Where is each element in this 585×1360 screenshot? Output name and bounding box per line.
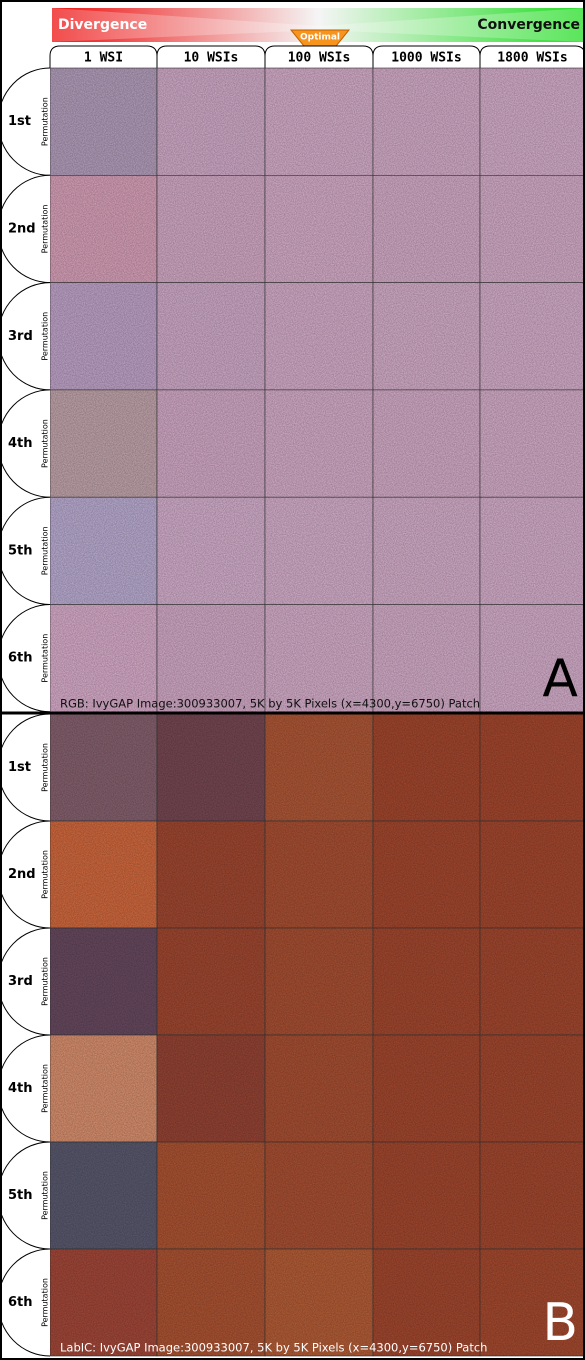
tile-texture	[373, 390, 480, 497]
tile-texture	[480, 928, 585, 1035]
tile-texture	[50, 390, 157, 497]
tile-texture	[373, 1035, 480, 1142]
row-label: Permutation	[41, 97, 50, 146]
tile-texture	[157, 928, 265, 1035]
tile-texture	[50, 175, 157, 282]
tile-texture	[265, 714, 373, 821]
divergence-label: Divergence	[58, 17, 147, 33]
tile-texture	[373, 1142, 480, 1249]
row-label: Permutation	[41, 743, 50, 792]
row-ordinal: 2nd	[8, 221, 36, 236]
tile-texture	[265, 821, 373, 928]
row-ordinal: 5th	[8, 1188, 33, 1203]
tile-texture	[157, 497, 265, 604]
tile-texture	[480, 68, 585, 175]
row-ordinal: 2nd	[8, 867, 36, 882]
row-label: Permutation	[41, 850, 50, 899]
tile-texture	[480, 390, 585, 497]
panel-letter: B	[542, 1293, 578, 1353]
tile-texture	[480, 1035, 585, 1142]
panel-letter: A	[542, 649, 578, 709]
tile-texture	[373, 175, 480, 282]
tile-texture	[50, 1035, 157, 1142]
row-label: Permutation	[41, 419, 50, 468]
tile-texture	[265, 1035, 373, 1142]
row-label: Permutation	[41, 1171, 50, 1220]
column-header: 10 WSIs	[184, 51, 239, 66]
tile-texture	[480, 1142, 585, 1249]
row-ordinal: 6th	[8, 651, 33, 666]
panel-caption: LabIC: IvyGAP Image:300933007, 5K by 5K …	[60, 1341, 487, 1355]
convergence-label: Convergence	[477, 17, 580, 33]
tile-texture	[265, 175, 373, 282]
tile-texture	[265, 1142, 373, 1249]
row-ordinal: 5th	[8, 543, 33, 558]
row-label: Permutation	[41, 1278, 50, 1327]
tile-texture	[157, 175, 265, 282]
column-header: 1000 WSIs	[391, 51, 461, 66]
row-ordinal: 1st	[8, 114, 31, 129]
tile-texture	[373, 497, 480, 604]
row-label: Permutation	[41, 526, 50, 575]
optimal-label: Optimal	[300, 33, 340, 43]
row-ordinal: 6th	[8, 1295, 33, 1310]
tile-texture	[373, 821, 480, 928]
row-ordinal: 3rd	[8, 329, 33, 344]
tile-texture	[50, 928, 157, 1035]
tile-texture	[157, 390, 265, 497]
tile-texture	[50, 283, 157, 390]
tile-texture	[265, 283, 373, 390]
tile-texture	[50, 821, 157, 928]
row-label: Permutation	[41, 1064, 50, 1113]
tile-texture	[157, 821, 265, 928]
tile-texture	[265, 928, 373, 1035]
row-ordinal: 1st	[8, 760, 31, 775]
tile-texture	[50, 714, 157, 821]
tile-texture	[480, 821, 585, 928]
tile-texture	[157, 1035, 265, 1142]
row-ordinal: 4th	[8, 1081, 33, 1096]
tile-texture	[157, 68, 265, 175]
column-header: 100 WSIs	[288, 51, 351, 66]
row-ordinal: 4th	[8, 436, 33, 451]
row-label: Permutation	[41, 205, 50, 254]
tile-texture	[480, 283, 585, 390]
tile-texture	[265, 497, 373, 604]
tile-texture	[373, 928, 480, 1035]
tile-texture	[480, 497, 585, 604]
tile-texture	[50, 1142, 157, 1249]
tile-texture	[50, 497, 157, 604]
tile-texture	[373, 283, 480, 390]
row-label: Permutation	[41, 957, 50, 1006]
figure: Divergence Convergence Optimal 1 WSI 10 W…	[0, 0, 585, 1360]
panel-caption: RGB: IvyGAP Image:300933007, 5K by 5K Pi…	[60, 696, 480, 710]
column-header: 1 WSI	[84, 51, 123, 66]
column-header: 1800 WSIs	[497, 51, 567, 66]
tile-texture	[157, 714, 265, 821]
grid: 1 WSI 10 WSIs 100 WSIs 1000 WSIs 1800 WSIs 1s…	[0, 46, 585, 1356]
tile-texture	[50, 68, 157, 175]
tile-texture	[480, 714, 585, 821]
tile-texture	[265, 68, 373, 175]
row-ordinal: 3rd	[8, 974, 33, 989]
tile-texture	[157, 1142, 265, 1249]
row-label: Permutation	[41, 634, 50, 683]
row-label: Permutation	[41, 312, 50, 361]
tile-texture	[373, 714, 480, 821]
tile-texture	[265, 390, 373, 497]
tile-texture	[373, 68, 480, 175]
tile-texture	[480, 175, 585, 282]
tile-texture	[157, 283, 265, 390]
